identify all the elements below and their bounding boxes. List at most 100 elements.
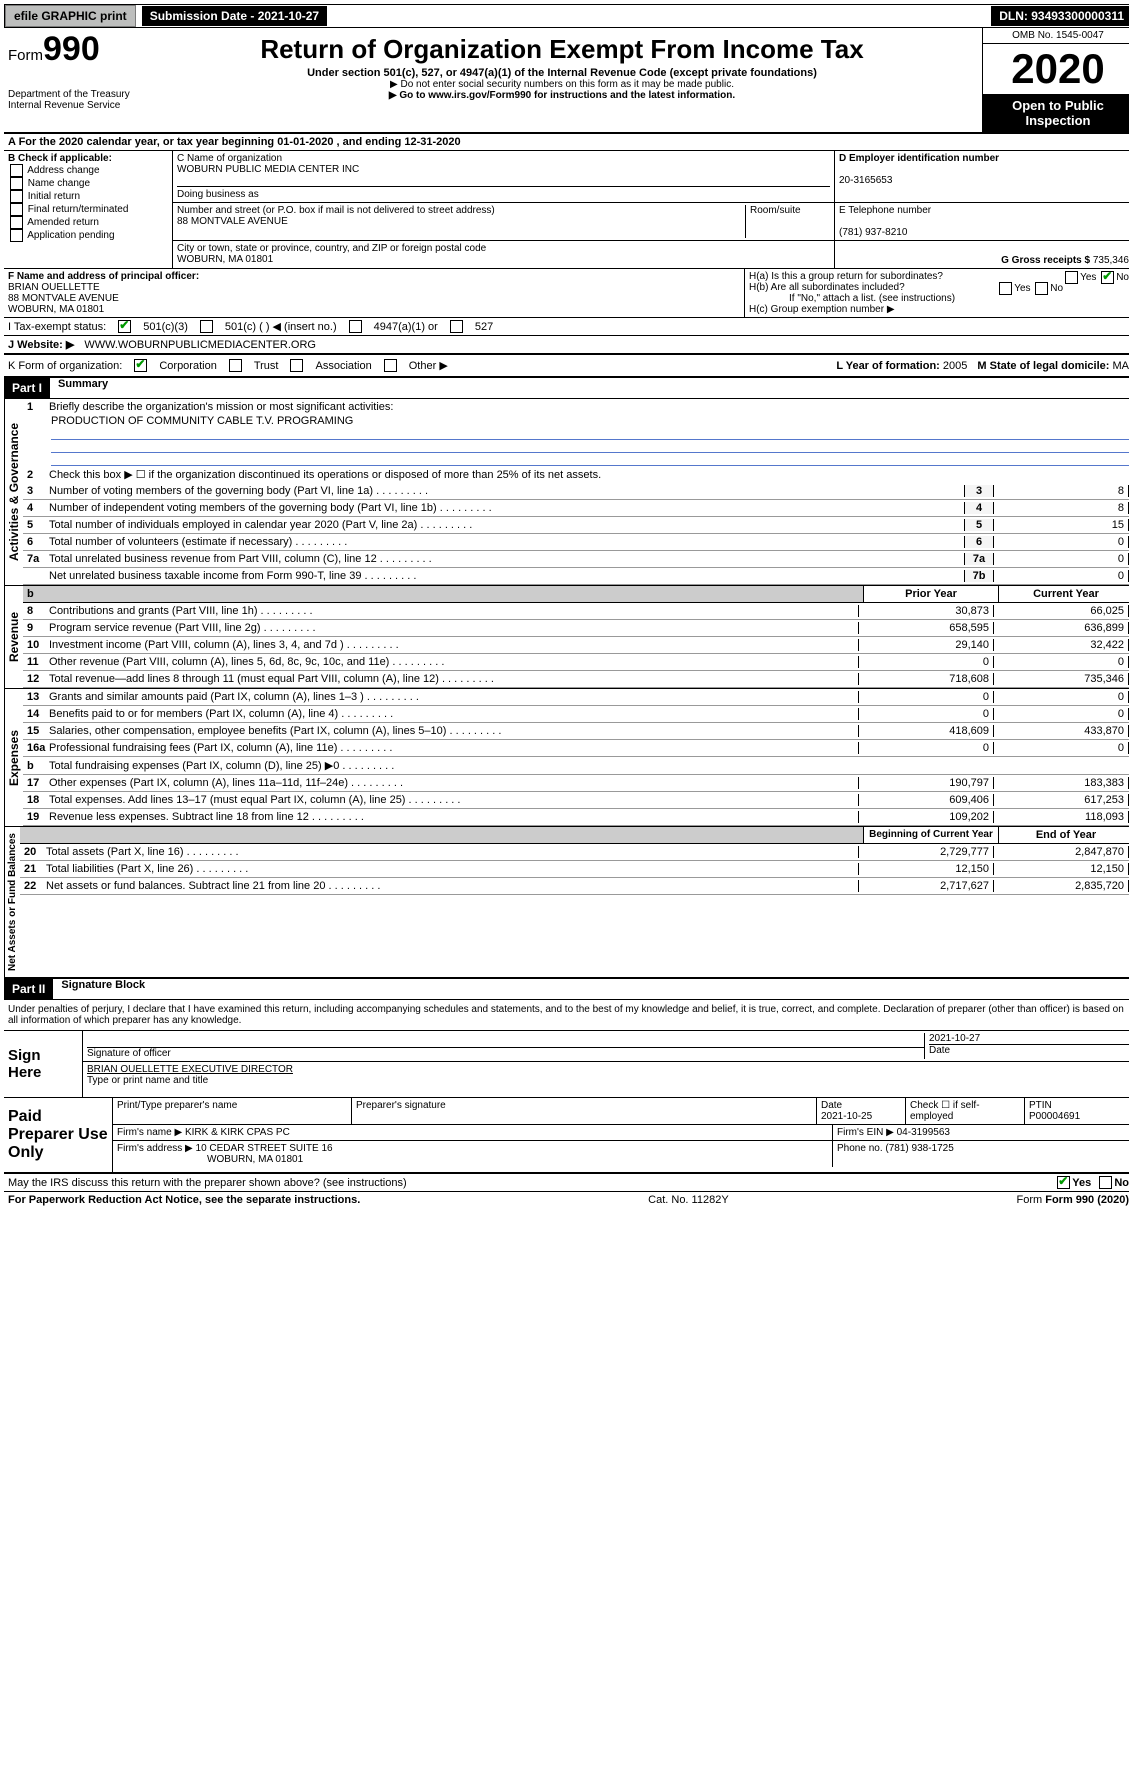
goto-link[interactable]: ▶ Go to www.irs.gov/Form990 for instruct… [389, 90, 735, 101]
discuss-no[interactable] [1099, 1176, 1112, 1189]
row-a-calendar: A For the 2020 calendar year, or tax yea… [4, 134, 1129, 151]
q1-text: Briefly describe the organization's miss… [49, 401, 1129, 413]
top-toolbar: efile GRAPHIC print Submission Date - 20… [4, 4, 1129, 28]
ein-label: D Employer identification number [839, 153, 999, 164]
part-2-header: Part II Signature Block [4, 979, 1129, 1000]
amended-return-check[interactable] [10, 216, 23, 229]
tab-governance: Activities & Governance [4, 399, 23, 585]
form-title: Return of Organization Exempt From Incom… [146, 34, 978, 65]
name-change-check[interactable] [10, 177, 23, 190]
officer-addr2: WOBURN, MA 01801 [8, 304, 104, 315]
q2-text: Check this box ▶ ☐ if the organization d… [49, 468, 1129, 481]
prep-sig-label: Preparer's signature [352, 1098, 817, 1124]
row-i: I Tax-exempt status: 501(c)(3) 501(c) ( … [4, 318, 1129, 335]
tab-expenses: Expenses [4, 689, 23, 826]
address-change-check[interactable] [10, 164, 23, 177]
room-suite-label: Room/suite [745, 205, 830, 238]
h-note: If "No," attach a list. (see instruction… [749, 293, 1129, 304]
501c3-check[interactable] [118, 320, 131, 333]
city-label: City or town, state or province, country… [177, 243, 486, 254]
row-j: J Website: ▶ WWW.WOBURNPUBLICMEDIACENTER… [4, 335, 1129, 355]
phone-label: E Telephone number [839, 205, 931, 216]
type-name-label: Type or print name and title [87, 1075, 208, 1086]
current-year-hdr: Current Year [998, 586, 1129, 602]
page-footer: For Paperwork Reduction Act Notice, see … [4, 1192, 1129, 1208]
form-subtitle: Under section 501(c), 527, or 4947(a)(1)… [146, 67, 978, 79]
submission-date: Submission Date - 2021-10-27 [142, 6, 327, 26]
row-k-l-m: K Form of organization: Corporation Trus… [4, 355, 1129, 378]
section-b-to-g: B Check if applicable: Address change Na… [4, 151, 1129, 269]
form-footer: Form 990 (2020) [1045, 1194, 1129, 1206]
final-return-check[interactable] [10, 203, 23, 216]
self-employed-check[interactable]: Check ☐ if self-employed [906, 1098, 1025, 1124]
cat-no: Cat. No. 11282Y [648, 1194, 729, 1206]
tax-year: 2020 [983, 44, 1129, 94]
form-org-label: K Form of organization: [8, 360, 122, 372]
h-a-label: H(a) Is this a group return for subordin… [749, 271, 943, 282]
dln: DLN: 93493300000311 [991, 6, 1129, 26]
firm-addr1: 10 CEDAR STREET SUITE 16 [196, 1143, 333, 1154]
efile-print-button[interactable]: efile GRAPHIC print [5, 5, 136, 27]
tax-exempt-label: I Tax-exempt status: [8, 321, 106, 333]
dba-label: Doing business as [177, 189, 259, 200]
501c-check[interactable] [200, 320, 213, 333]
street-address: 88 MONTVALE AVENUE [177, 216, 288, 227]
discuss-yes[interactable] [1057, 1176, 1070, 1189]
ein-value: 20-3165653 [839, 175, 892, 186]
firm-ein: 04-3199563 [897, 1127, 950, 1138]
paid-preparer-block: Paid Preparer Use Only Print/Type prepar… [4, 1098, 1129, 1174]
form-header: Form990 Department of the Treasury Inter… [4, 28, 1129, 134]
ha-yes[interactable] [1065, 271, 1078, 284]
corp-check[interactable] [134, 359, 147, 372]
hb-yes[interactable] [999, 282, 1012, 295]
sign-here-block: Sign Here Signature of officer 2021-10-2… [4, 1031, 1129, 1098]
sign-here-label: Sign Here [4, 1031, 83, 1097]
officer-addr1: 88 MONTVALE AVENUE [8, 293, 119, 304]
prior-year-hdr: Prior Year [863, 586, 998, 602]
tab-netassets: Net Assets or Fund Balances [4, 827, 20, 977]
gross-receipts-label: G Gross receipts $ [1001, 255, 1090, 266]
discuss-text: May the IRS discuss this return with the… [8, 1177, 1055, 1189]
penalty-text: Under penalties of perjury, I declare th… [4, 1000, 1129, 1031]
527-check[interactable] [450, 320, 463, 333]
website-value[interactable]: WWW.WOBURNPUBLICMEDIACENTER.ORG [84, 339, 316, 351]
firm-addr2: WOBURN, MA 01801 [207, 1154, 303, 1165]
pra-notice: For Paperwork Reduction Act Notice, see … [8, 1194, 360, 1206]
officer-label: F Name and address of principal officer: [8, 271, 199, 282]
trust-check[interactable] [229, 359, 242, 372]
hb-no[interactable] [1035, 282, 1048, 295]
ha-no[interactable] [1101, 271, 1114, 284]
h-c-label: H(c) Group exemption number ▶ [749, 304, 1129, 315]
beg-year-hdr: Beginning of Current Year [863, 827, 998, 843]
assoc-check[interactable] [290, 359, 303, 372]
other-check[interactable] [384, 359, 397, 372]
open-public-badge: Open to Public Inspection [983, 94, 1129, 132]
4947-check[interactable] [349, 320, 362, 333]
initial-return-check[interactable] [10, 190, 23, 203]
col-b-header: B Check if applicable: [8, 153, 112, 164]
state-domicile: MA [1113, 360, 1129, 372]
paid-preparer-label: Paid Preparer Use Only [4, 1098, 113, 1172]
tab-revenue: Revenue [4, 586, 23, 688]
date-label: Date [929, 1045, 950, 1056]
part-1-header: Part I Summary [4, 378, 1129, 399]
application-pending-check[interactable] [10, 229, 23, 242]
sig-officer-label: Signature of officer [87, 1048, 171, 1059]
ptin-value: P00004691 [1029, 1111, 1080, 1122]
officer-print-name: BRIAN OUELLETTE EXECUTIVE DIRECTOR [87, 1064, 293, 1075]
firm-phone: (781) 938-1725 [885, 1143, 953, 1154]
addr-label: Number and street (or P.O. box if mail i… [177, 205, 495, 216]
h-b-label: H(b) Are all subordinates included? [749, 282, 905, 293]
officer-name: BRIAN OUELLETTE [8, 282, 100, 293]
phone-value: (781) 937-8210 [839, 227, 907, 238]
org-name-label: C Name of organization [177, 153, 282, 164]
form-prefix: Form [8, 47, 43, 64]
website-label: J Website: ▶ [8, 338, 74, 351]
ssn-notice: ▶ Do not enter social security numbers o… [146, 79, 978, 90]
end-year-hdr: End of Year [998, 827, 1129, 843]
dept-treasury: Department of the Treasury Internal Reve… [8, 89, 138, 111]
prep-name-label: Print/Type preparer's name [113, 1098, 352, 1124]
prep-date: 2021-10-25 [821, 1111, 872, 1122]
row-f-h: F Name and address of principal officer:… [4, 269, 1129, 318]
firm-name: KIRK & KIRK CPAS PC [185, 1127, 290, 1138]
